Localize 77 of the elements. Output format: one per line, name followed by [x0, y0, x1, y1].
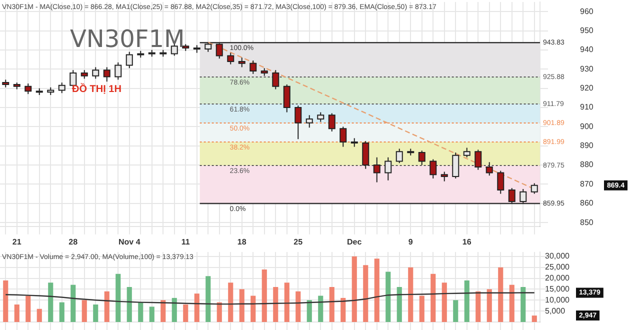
y-tick-label: 5,000	[545, 306, 566, 316]
y-tick-label: 25,000	[545, 262, 570, 272]
y-tick-label: 930	[580, 64, 594, 74]
bar	[386, 272, 391, 322]
bar	[194, 294, 200, 322]
text: ĐỒ THỊ 1H	[72, 83, 122, 95]
bar	[82, 300, 87, 322]
text: VN30F1M	[70, 25, 185, 53]
bar	[419, 296, 424, 322]
bar	[408, 267, 414, 322]
y-tick-label: 900	[580, 122, 594, 131]
bar	[160, 300, 166, 322]
bar	[306, 300, 312, 322]
y-tick-label: 940	[580, 45, 594, 54]
bar	[453, 300, 458, 322]
bar	[374, 258, 380, 322]
bar	[340, 298, 346, 322]
x-tick-label: 16	[462, 237, 472, 246]
bar	[206, 276, 211, 322]
bar	[262, 270, 267, 322]
bar	[296, 291, 301, 322]
bar	[329, 287, 334, 322]
bar	[172, 298, 177, 322]
y-tick-label: 950	[580, 26, 594, 35]
bar	[273, 287, 278, 322]
bar	[116, 274, 121, 322]
y-tick-label: 15,000	[545, 284, 570, 294]
bar	[318, 296, 324, 322]
y-tick-label: 920	[580, 84, 594, 93]
bar	[59, 302, 64, 322]
x-tick-label: 21	[12, 237, 22, 246]
x-tick-label: 9	[408, 237, 414, 246]
bar	[498, 267, 504, 322]
bar	[14, 304, 20, 322]
bar	[239, 289, 244, 322]
bar	[430, 274, 436, 322]
bar	[284, 282, 290, 322]
y-tick-label: 910	[580, 102, 594, 112]
bar	[3, 280, 8, 322]
bar	[126, 287, 132, 322]
bar	[250, 296, 256, 322]
bar	[228, 282, 234, 322]
bar	[149, 306, 154, 322]
x-tick-label: 28	[68, 237, 78, 246]
x-tick-label: 18	[237, 237, 247, 246]
bar	[520, 287, 526, 322]
y-tick-label: 30,000	[545, 252, 570, 261]
y-tick-label: 850	[580, 218, 594, 227]
bar	[183, 304, 188, 322]
bar	[352, 256, 357, 322]
bar	[48, 282, 54, 322]
bar	[363, 265, 368, 322]
bar	[486, 289, 492, 322]
bar	[138, 302, 144, 322]
y-tick-label: 960	[580, 6, 594, 16]
bar	[104, 291, 110, 322]
bar	[70, 284, 76, 322]
bar	[532, 316, 537, 322]
x-tick-label: 25	[294, 237, 304, 246]
y-tick-label: 10,000	[545, 295, 570, 304]
bar	[26, 296, 31, 322]
y-tick-label: 860	[580, 198, 594, 208]
y-tick-label: 20,000	[545, 273, 570, 282]
y-tick-label: 890	[580, 141, 594, 150]
bar	[509, 284, 514, 322]
y-tick-label: 870	[580, 179, 594, 188]
bar	[442, 282, 447, 322]
bar	[464, 280, 470, 322]
bar	[396, 287, 402, 322]
bar	[93, 304, 98, 322]
bar	[36, 308, 42, 322]
x-tick-label: Nov 4	[118, 237, 141, 246]
bar	[476, 291, 481, 322]
x-tick-label: 11	[181, 237, 190, 246]
x-tick-label: Dec	[347, 237, 362, 246]
y-tick-label: 880	[580, 160, 594, 170]
bar	[216, 302, 222, 322]
